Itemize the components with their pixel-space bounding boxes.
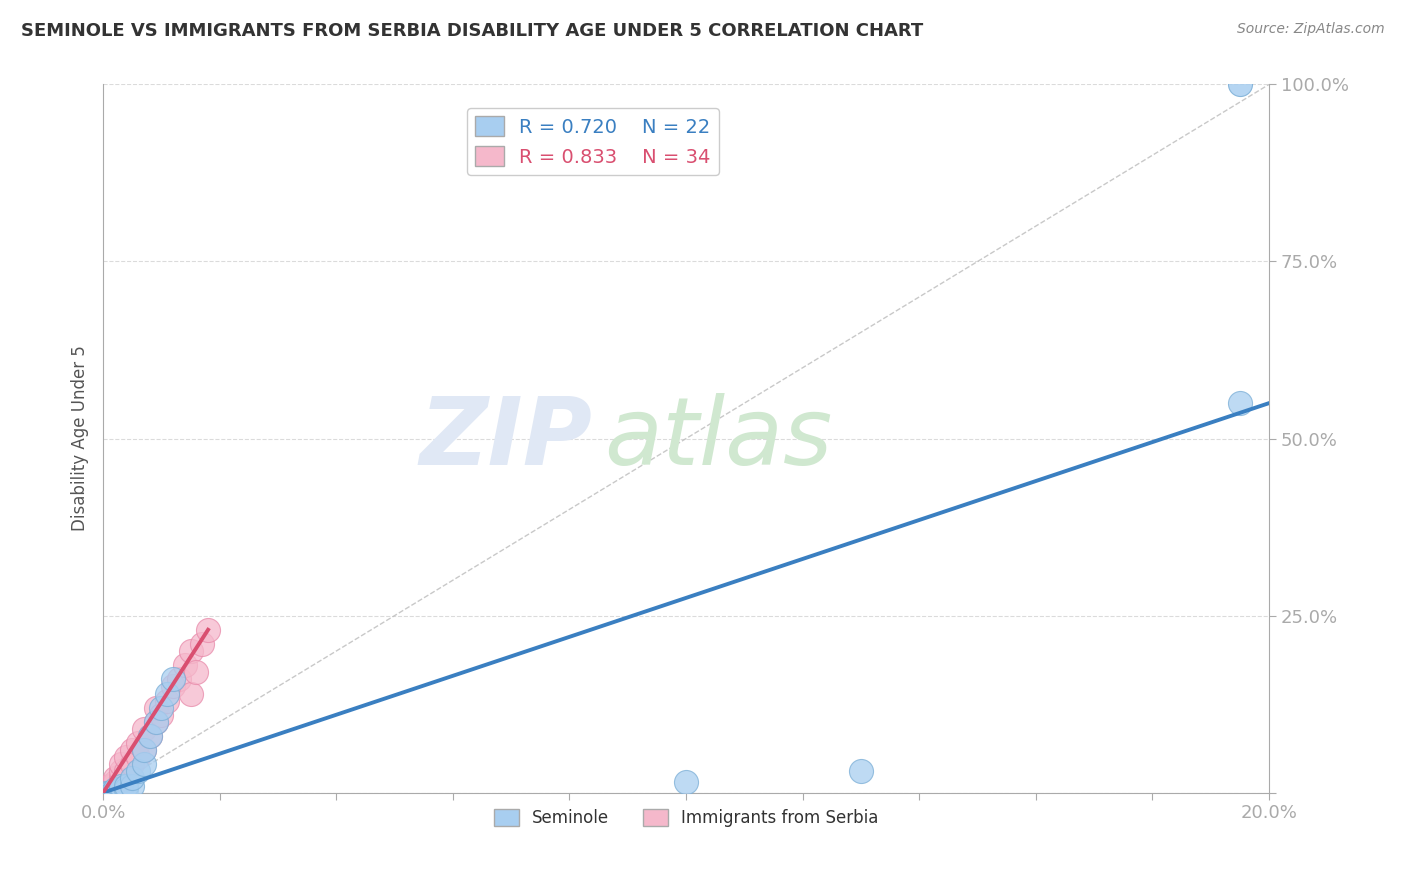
Point bbox=[150, 700, 173, 714]
Point bbox=[115, 764, 138, 779]
Point bbox=[110, 764, 132, 779]
Point bbox=[127, 764, 149, 779]
Point bbox=[110, 782, 132, 797]
Point bbox=[849, 764, 872, 779]
Point bbox=[110, 772, 132, 786]
Point bbox=[97, 786, 120, 800]
Point bbox=[110, 757, 132, 772]
Point bbox=[173, 658, 195, 673]
Point bbox=[180, 644, 202, 658]
Point bbox=[97, 786, 120, 800]
Point bbox=[121, 757, 143, 772]
Point bbox=[104, 782, 127, 797]
Point bbox=[121, 772, 143, 786]
Point bbox=[156, 686, 179, 700]
Point bbox=[94, 786, 117, 800]
Point bbox=[150, 707, 173, 722]
Point bbox=[132, 757, 155, 772]
Point bbox=[1229, 396, 1251, 410]
Point bbox=[110, 779, 132, 793]
Point bbox=[121, 743, 143, 757]
Point bbox=[145, 700, 167, 714]
Point bbox=[132, 743, 155, 757]
Text: SEMINOLE VS IMMIGRANTS FROM SERBIA DISABILITY AGE UNDER 5 CORRELATION CHART: SEMINOLE VS IMMIGRANTS FROM SERBIA DISAB… bbox=[21, 22, 924, 40]
Text: ZIP: ZIP bbox=[420, 392, 593, 484]
Y-axis label: Disability Age Under 5: Disability Age Under 5 bbox=[72, 345, 89, 532]
Point bbox=[94, 786, 117, 800]
Point bbox=[110, 779, 132, 793]
Legend: Seminole, Immigrants from Serbia: Seminole, Immigrants from Serbia bbox=[486, 803, 884, 834]
Point bbox=[180, 686, 202, 700]
Point bbox=[162, 673, 184, 687]
Point bbox=[91, 786, 114, 800]
Point bbox=[197, 623, 219, 637]
Point bbox=[115, 750, 138, 764]
Point bbox=[104, 775, 127, 789]
Point bbox=[139, 729, 162, 743]
Point bbox=[167, 673, 190, 687]
Point bbox=[121, 779, 143, 793]
Point bbox=[675, 775, 697, 789]
Point bbox=[186, 665, 208, 680]
Point bbox=[115, 779, 138, 793]
Point bbox=[104, 782, 127, 797]
Point bbox=[127, 750, 149, 764]
Point bbox=[145, 714, 167, 729]
Point bbox=[132, 743, 155, 757]
Point bbox=[156, 693, 179, 707]
Text: atlas: atlas bbox=[605, 393, 832, 484]
Point bbox=[1229, 78, 1251, 92]
Point bbox=[162, 680, 184, 694]
Point bbox=[101, 779, 124, 793]
Text: Source: ZipAtlas.com: Source: ZipAtlas.com bbox=[1237, 22, 1385, 37]
Point bbox=[97, 782, 120, 797]
Point bbox=[127, 736, 149, 750]
Point bbox=[132, 722, 155, 736]
Point bbox=[139, 729, 162, 743]
Point bbox=[101, 786, 124, 800]
Point bbox=[97, 779, 120, 793]
Point bbox=[191, 637, 214, 651]
Point bbox=[104, 772, 127, 786]
Point bbox=[145, 714, 167, 729]
Point bbox=[115, 782, 138, 797]
Point bbox=[104, 786, 127, 800]
